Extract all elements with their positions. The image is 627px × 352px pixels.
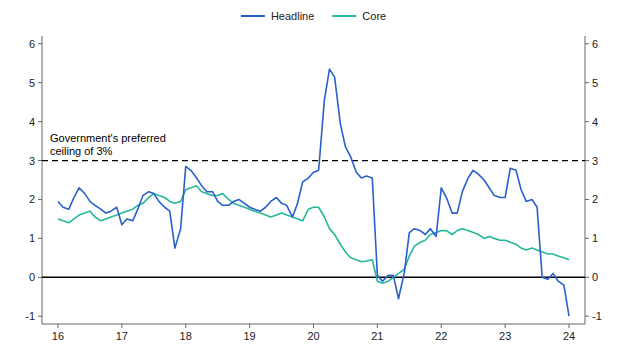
y2-tick (585, 160, 589, 161)
legend-label: Core (362, 10, 386, 22)
x-tick-label: 20 (307, 330, 319, 342)
y-tick-label: 6 (29, 38, 35, 50)
y2-tick-label: 6 (592, 38, 598, 50)
x-tick (249, 324, 250, 328)
x-tick (121, 324, 122, 328)
y2-tick-label: 0 (592, 271, 598, 283)
y2-tick (585, 82, 589, 83)
y-tick (38, 43, 42, 44)
y-tick (38, 316, 42, 317)
x-tick-label: 24 (563, 330, 575, 342)
y-tick-label: -1 (25, 310, 35, 322)
y2-tick-label: -1 (592, 310, 602, 322)
x-tick-label: 16 (52, 330, 64, 342)
legend-label: Headline (271, 10, 314, 22)
y-tick-label: 3 (29, 155, 35, 167)
y-tick-label: 4 (29, 116, 35, 128)
legend: Headline Core (241, 10, 386, 22)
x-tick-label: 19 (243, 330, 255, 342)
x-tick-label: 23 (499, 330, 511, 342)
legend-swatch (332, 15, 356, 17)
chart: 161718192021222324-10123456-10123456Gove… (0, 0, 627, 352)
legend-item: Headline (241, 10, 314, 22)
x-tick-label: 18 (180, 330, 192, 342)
y-tick-label: 2 (29, 193, 35, 205)
y-tick (38, 82, 42, 83)
reference-line (42, 160, 585, 161)
x-tick (505, 324, 506, 328)
x-tick-label: 17 (116, 330, 128, 342)
plot-area (42, 69, 585, 316)
y2-axis-line (585, 36, 586, 324)
y2-tick-label: 2 (592, 193, 598, 205)
x-tick-label: 22 (435, 330, 447, 342)
y2-tick (585, 43, 589, 44)
y-tick (38, 277, 42, 278)
y-tick-label: 5 (29, 77, 35, 89)
legend-item: Core (332, 10, 386, 22)
x-tick (377, 324, 378, 328)
reference-line (42, 276, 585, 278)
y-tick (38, 238, 42, 239)
x-tick (57, 324, 58, 328)
y2-tick (585, 316, 589, 317)
y2-tick (585, 238, 589, 239)
x-tick (569, 324, 570, 328)
y-tick-label: 1 (29, 232, 35, 244)
y2-tick-label: 5 (592, 77, 598, 89)
legend-swatch (241, 15, 265, 17)
y-tick (38, 199, 42, 200)
y2-tick (585, 277, 589, 278)
y-tick (38, 121, 42, 122)
y2-tick-label: 3 (592, 155, 598, 167)
x-tick (185, 324, 186, 328)
y-axis-line (42, 36, 43, 324)
annotation: Government's preferredceiling of 3% (50, 132, 166, 157)
x-tick (313, 324, 314, 328)
y2-tick (585, 199, 589, 200)
x-tick (441, 324, 442, 328)
y2-tick-label: 4 (592, 116, 598, 128)
series-line (58, 69, 569, 316)
y2-tick (585, 121, 589, 122)
y-tick (38, 160, 42, 161)
y2-tick-label: 1 (592, 232, 598, 244)
series-line (58, 186, 569, 283)
y-tick-label: 0 (29, 271, 35, 283)
x-tick-label: 21 (371, 330, 383, 342)
